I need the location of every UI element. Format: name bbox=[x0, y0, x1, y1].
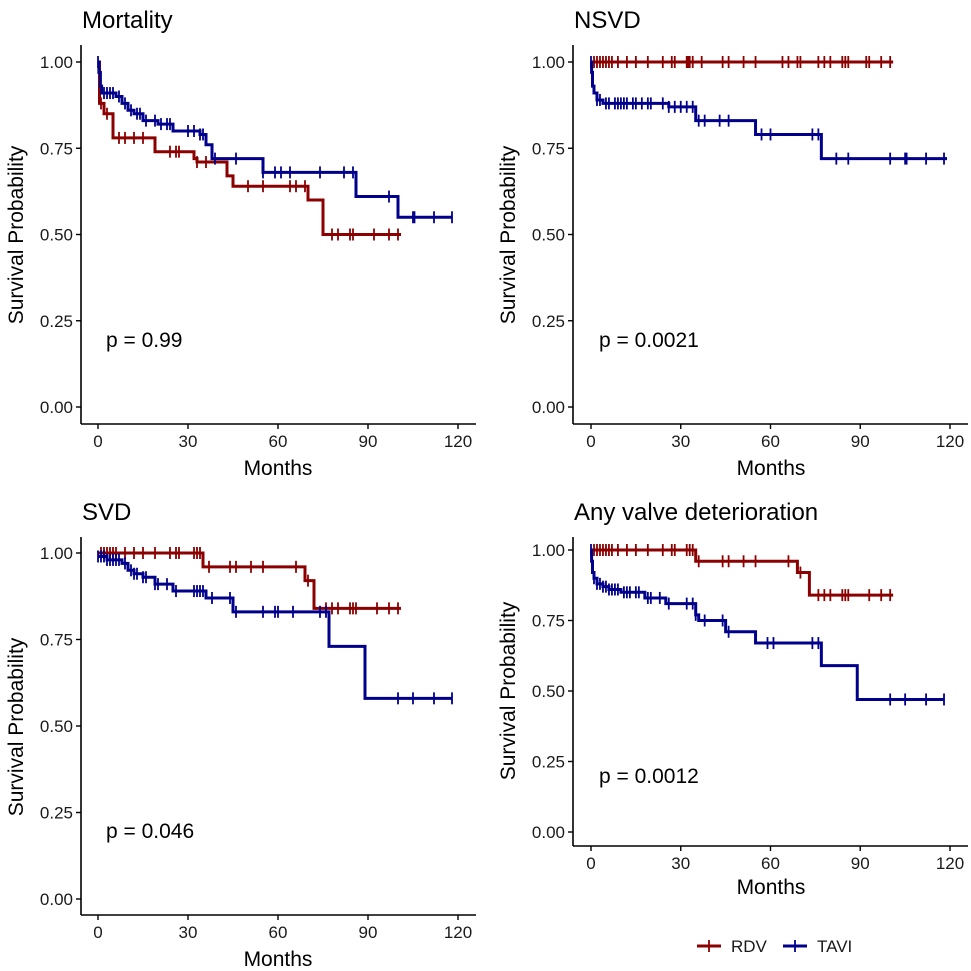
km-curve-tavi bbox=[590, 548, 945, 701]
y-axis-title: Survival Probability bbox=[5, 637, 28, 816]
x-tick-label: 30 bbox=[671, 854, 690, 873]
panel-nsvd: NSVD p = 0.0021 Months Survival Probabil… bbox=[497, 7, 968, 480]
legend-label-tavi: TAVI bbox=[817, 937, 852, 956]
km-curve-rdv bbox=[98, 60, 401, 236]
y-axis-title: Survival Probability bbox=[5, 145, 28, 324]
legend-label-rdv: RDV bbox=[731, 937, 768, 956]
y-tick-label: 1.00 bbox=[532, 541, 565, 560]
km-curve-rdv bbox=[98, 551, 401, 610]
legend: RDV TAVI bbox=[697, 937, 852, 956]
x-axis-title: Months bbox=[244, 457, 313, 480]
x-axis-title: Months bbox=[737, 876, 806, 899]
x-axis-title: Months bbox=[244, 948, 313, 971]
km-curve-tavi bbox=[590, 60, 948, 161]
x-tick-label: 0 bbox=[93, 432, 102, 451]
y-tick-label: 0.50 bbox=[532, 682, 565, 701]
km-curve-tavi bbox=[97, 60, 452, 219]
p-value-annotation: p = 0.99 bbox=[106, 329, 182, 352]
x-tick-label: 0 bbox=[93, 923, 102, 942]
y-tick-label: 0.50 bbox=[40, 226, 73, 245]
y-tick-label: 0.00 bbox=[532, 398, 565, 417]
panel-mortality: Mortality p = 0.99 Months Survival Proba… bbox=[5, 7, 476, 480]
y-tick-label: 1.00 bbox=[40, 544, 73, 563]
x-tick-label: 60 bbox=[269, 923, 288, 942]
panel-any-valve-deterioration: Any valve deterioration p = 0.0012 Month… bbox=[497, 499, 968, 899]
panel-title: SVD bbox=[82, 499, 131, 526]
y-tick-label: 0.25 bbox=[532, 312, 565, 331]
x-tick-label: 0 bbox=[586, 432, 595, 451]
y-tick-label: 0.75 bbox=[532, 139, 565, 158]
panel-title: Mortality bbox=[82, 7, 173, 34]
x-tick-label: 30 bbox=[671, 432, 690, 451]
panel-title: NSVD bbox=[574, 7, 641, 34]
km-curve-tavi bbox=[98, 554, 452, 700]
km-curve-rdv bbox=[591, 548, 894, 597]
p-value-annotation: p = 0.0021 bbox=[599, 329, 699, 352]
x-tick-label: 30 bbox=[179, 923, 198, 942]
y-tick-label: 1.00 bbox=[40, 53, 73, 72]
x-axis-title: Months bbox=[737, 457, 806, 480]
y-tick-label: 0.00 bbox=[40, 398, 73, 417]
y-tick-label: 0.75 bbox=[532, 612, 565, 631]
y-tick-label: 0.75 bbox=[40, 139, 73, 158]
x-tick-label: 90 bbox=[359, 923, 378, 942]
x-tick-label: 90 bbox=[851, 432, 870, 451]
y-tick-label: 0.50 bbox=[40, 717, 73, 736]
x-tick-label: 120 bbox=[444, 923, 472, 942]
x-tick-label: 60 bbox=[761, 854, 780, 873]
x-tick-label: 60 bbox=[761, 432, 780, 451]
y-tick-label: 0.75 bbox=[40, 631, 73, 650]
x-tick-label: 0 bbox=[586, 854, 595, 873]
y-tick-label: 0.25 bbox=[532, 753, 565, 772]
y-tick-label: 0.25 bbox=[40, 312, 73, 331]
y-tick-label: 0.50 bbox=[532, 226, 565, 245]
x-tick-label: 90 bbox=[851, 854, 870, 873]
x-tick-label: 60 bbox=[269, 432, 288, 451]
legend-item-tavi[interactable]: TAVI bbox=[783, 937, 852, 956]
y-tick-label: 0.00 bbox=[40, 890, 73, 909]
y-tick-label: 1.00 bbox=[532, 53, 565, 72]
legend-item-rdv[interactable]: RDV bbox=[697, 937, 768, 956]
p-value-annotation: p = 0.0012 bbox=[599, 765, 699, 788]
panel-title: Any valve deterioration bbox=[574, 499, 818, 526]
y-axis-title: Survival Probability bbox=[497, 145, 520, 324]
y-tick-label: 0.25 bbox=[40, 804, 73, 823]
y-axis-title: Survival Probability bbox=[497, 601, 520, 780]
x-tick-label: 120 bbox=[444, 432, 472, 451]
x-tick-label: 90 bbox=[359, 432, 378, 451]
x-tick-label: 120 bbox=[936, 854, 964, 873]
y-tick-label: 0.00 bbox=[532, 823, 565, 842]
panel-svd: SVD p = 0.046 Months Survival Probabilit… bbox=[5, 499, 476, 971]
x-tick-label: 120 bbox=[936, 432, 964, 451]
p-value-annotation: p = 0.046 bbox=[106, 820, 194, 843]
x-tick-label: 30 bbox=[179, 432, 198, 451]
